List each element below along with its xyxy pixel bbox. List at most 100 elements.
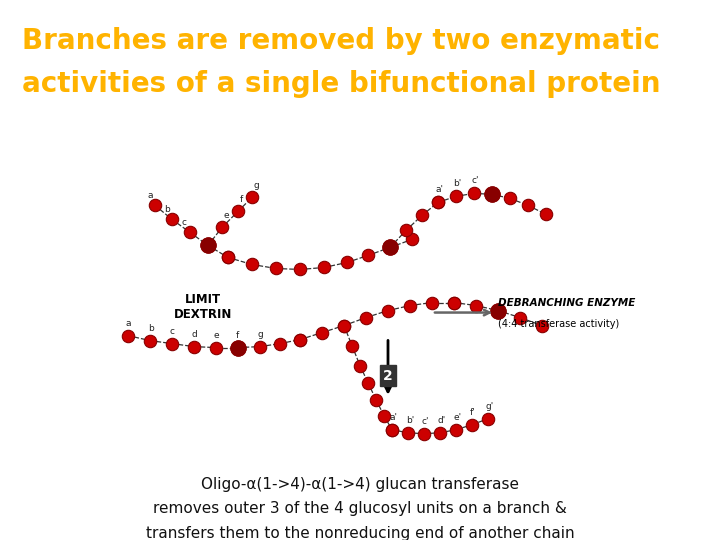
Point (514, 313, 526, 322)
Text: c': c' (471, 177, 479, 185)
Point (346, 341, 358, 350)
Point (384, 243, 396, 252)
Text: removes outer 3 of the 4 glucosyl units on a branch &: removes outer 3 of the 4 glucosyl units … (153, 501, 567, 516)
Point (449, 298, 460, 307)
Point (354, 361, 366, 370)
Text: a: a (126, 319, 132, 328)
Point (468, 189, 480, 198)
Point (270, 264, 282, 273)
Point (386, 426, 397, 434)
Point (434, 428, 446, 437)
Point (540, 210, 552, 219)
Text: DEBRANCHING ENZYME: DEBRANCHING ENZYME (498, 298, 635, 308)
Point (402, 428, 414, 437)
Point (202, 241, 214, 250)
Point (338, 321, 350, 330)
Point (536, 321, 548, 330)
Point (404, 301, 415, 310)
Text: e: e (224, 211, 230, 220)
Point (432, 198, 444, 207)
Point (210, 343, 222, 352)
Point (492, 306, 504, 315)
Point (246, 193, 258, 201)
Point (316, 328, 328, 337)
Text: a': a' (435, 185, 443, 194)
Point (233, 343, 244, 352)
Text: e: e (214, 330, 220, 340)
Text: Branches are removed by two enzymatic: Branches are removed by two enzymatic (22, 27, 660, 55)
Point (400, 226, 412, 235)
Point (384, 243, 396, 252)
Point (378, 411, 390, 420)
Point (486, 190, 498, 199)
Text: Oligo-α(1->4)-α(1->4) glucan transferase: Oligo-α(1->4)-α(1->4) glucan transferase (201, 477, 519, 492)
Point (149, 201, 161, 210)
Point (294, 335, 306, 344)
Point (222, 253, 234, 262)
Point (274, 339, 286, 348)
Point (416, 211, 428, 220)
Point (188, 342, 199, 351)
Point (294, 335, 306, 344)
Point (360, 313, 372, 322)
Point (184, 228, 196, 237)
Point (166, 339, 178, 348)
Text: f: f (236, 330, 239, 340)
Point (467, 421, 478, 429)
Text: (4:4 transferase activity): (4:4 transferase activity) (498, 319, 619, 328)
Point (486, 190, 498, 199)
Point (144, 336, 156, 345)
Text: d: d (192, 329, 198, 339)
Text: g: g (258, 329, 264, 339)
Point (233, 343, 244, 352)
Point (426, 298, 438, 307)
Point (254, 342, 266, 351)
Text: c': c' (422, 417, 430, 426)
Text: c: c (182, 218, 187, 227)
Point (370, 395, 382, 404)
Point (522, 201, 534, 210)
Point (470, 301, 482, 310)
Point (246, 260, 258, 269)
Text: 2: 2 (383, 369, 393, 383)
Point (432, 198, 444, 207)
Text: b': b' (453, 179, 462, 188)
Text: e': e' (454, 413, 462, 422)
Point (222, 253, 234, 262)
Point (341, 258, 353, 267)
Point (449, 298, 460, 307)
Point (122, 331, 134, 340)
Text: c: c (170, 327, 175, 335)
Point (166, 215, 178, 224)
Text: f': f' (470, 408, 476, 417)
Point (406, 235, 418, 244)
Point (362, 379, 374, 387)
Point (382, 306, 394, 315)
Point (233, 207, 244, 215)
Point (450, 426, 462, 434)
Point (386, 426, 397, 434)
Point (216, 223, 228, 232)
Point (504, 194, 516, 202)
Point (362, 251, 374, 260)
Text: b: b (164, 205, 170, 214)
Point (318, 263, 330, 272)
Text: g: g (254, 181, 260, 190)
Text: LIMIT
DEXTRIN: LIMIT DEXTRIN (174, 293, 232, 321)
Text: transfers them to the nonreducing end of another chain: transfers them to the nonreducing end of… (145, 526, 575, 540)
Point (202, 241, 214, 250)
Text: b': b' (406, 416, 414, 425)
Point (338, 321, 350, 330)
Text: a: a (147, 191, 153, 200)
Point (482, 414, 494, 423)
Text: g': g' (486, 402, 494, 411)
Point (450, 192, 462, 201)
Point (202, 241, 214, 250)
Text: f: f (240, 195, 243, 204)
Text: d': d' (438, 416, 446, 425)
Text: b: b (148, 323, 154, 333)
Point (492, 306, 504, 315)
Point (418, 429, 430, 438)
Text: activities of a single bifunctional protein: activities of a single bifunctional prot… (22, 70, 660, 98)
Point (294, 265, 306, 274)
